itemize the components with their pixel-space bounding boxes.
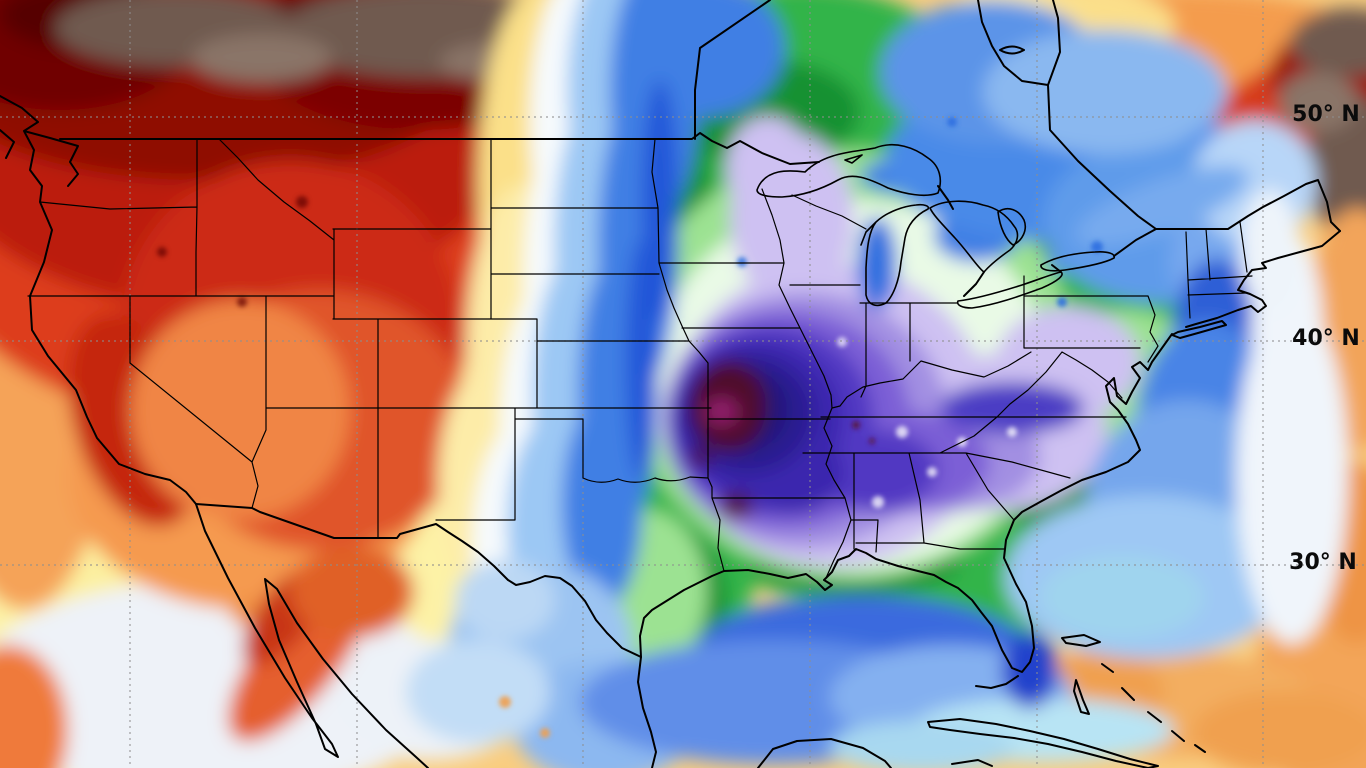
speckle-layer xyxy=(157,117,1103,738)
latitude-label-30n: 30° N xyxy=(1289,550,1357,575)
great-lakes-path xyxy=(756,143,1116,309)
latitude-label-40n: 40° N xyxy=(1292,326,1360,351)
mexico-coastline-path xyxy=(195,503,892,768)
cuba-bahamas-path xyxy=(927,634,1206,768)
james-bay-coast-path xyxy=(977,0,1061,86)
state-borders-path xyxy=(27,138,1253,579)
pacific-coastline-path xyxy=(0,95,197,505)
canada-border-path xyxy=(59,0,1341,297)
latitude-label-50n: 50° N xyxy=(1292,102,1360,127)
latitude-labels-layer: 50° N 40° N 30° N xyxy=(1289,102,1360,575)
